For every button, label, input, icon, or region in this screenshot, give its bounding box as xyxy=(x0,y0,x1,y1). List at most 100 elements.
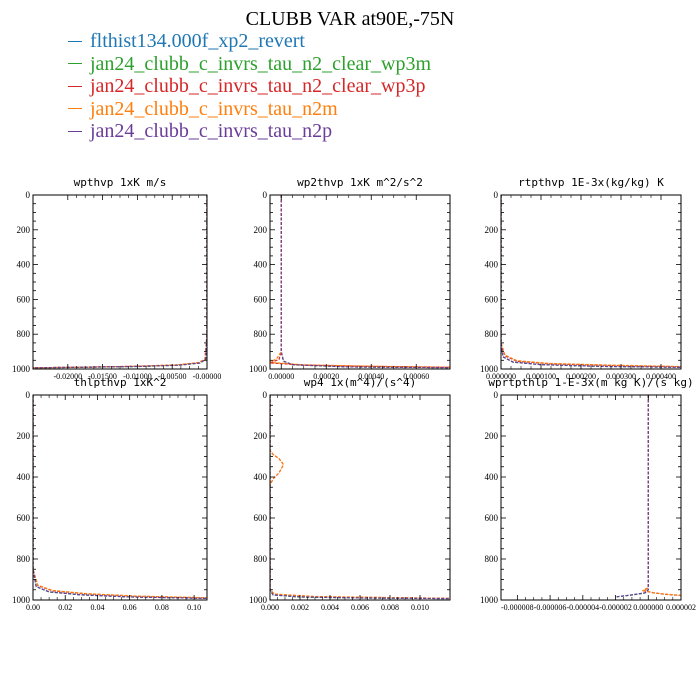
x-tick-label: -0.00000 xyxy=(193,372,222,381)
series-line xyxy=(33,395,207,599)
legend-swatch xyxy=(68,108,82,110)
x-tick-label: 0.006 xyxy=(351,603,369,612)
y-tick-label: 600 xyxy=(485,294,499,304)
y-tick-label: 1000 xyxy=(12,595,31,605)
x-tick-label: 0.000200 xyxy=(566,372,596,381)
series-line xyxy=(615,395,649,598)
series-line xyxy=(270,395,450,599)
legend-item: flthist134.000f_xp2_revert xyxy=(68,30,431,53)
x-tick-label: 0.000 xyxy=(261,603,279,612)
series-line xyxy=(270,395,450,599)
chart-title: CLUBB VAR at90E,-75N xyxy=(245,8,455,30)
y-tick-label: 200 xyxy=(17,225,31,235)
y-tick-label: 200 xyxy=(254,225,268,235)
y-tick-label: 0 xyxy=(26,390,31,400)
axes-frame xyxy=(269,394,451,601)
series-line xyxy=(270,395,450,600)
x-tick-label: 0.000002 xyxy=(666,603,696,612)
series-line xyxy=(270,195,450,368)
x-tick-label: -0.01500 xyxy=(88,372,117,381)
panel-title: wpthvp 1xK m/s xyxy=(74,176,167,189)
x-tick-label: 0.06 xyxy=(123,603,137,612)
y-tick-label: 400 xyxy=(17,472,31,482)
series-group xyxy=(270,395,450,600)
series-line xyxy=(33,195,207,369)
x-tick-label: 0.000100 xyxy=(526,372,556,381)
legend-label: jan24_clubb_c_invrs_tau_n2p xyxy=(90,120,333,142)
y-tick-label: 400 xyxy=(254,472,268,482)
y-tick-label: 600 xyxy=(254,513,268,523)
y-tick-label: 400 xyxy=(485,472,499,482)
x-tick-label: -0.02000 xyxy=(53,372,82,381)
x-tick-label: -0.000008 xyxy=(501,603,534,612)
legend-swatch xyxy=(68,40,82,42)
x-tick-label: -0.000006 xyxy=(534,603,567,612)
x-tick-label: 0.000300 xyxy=(606,372,636,381)
x-tick-label: 0.00020 xyxy=(313,372,339,381)
x-tick-label: 0.10 xyxy=(187,603,201,612)
x-tick-label: 0.000000 xyxy=(633,603,663,612)
series-line xyxy=(33,195,207,369)
series-line xyxy=(615,395,649,598)
series-line xyxy=(501,195,681,368)
y-tick-label: 0 xyxy=(494,390,499,400)
axes-frame xyxy=(500,394,682,601)
series-line xyxy=(33,395,207,599)
y-tick-label: 200 xyxy=(17,431,31,441)
y-tick-label: 0 xyxy=(26,190,31,200)
x-tick-label: 0.010 xyxy=(411,603,429,612)
series-group xyxy=(270,195,450,369)
x-tick-label: 0.008 xyxy=(381,603,399,612)
series-group xyxy=(501,195,681,368)
y-tick-label: 1000 xyxy=(249,364,268,374)
series-line xyxy=(33,195,207,369)
x-tick-label: 0.000400 xyxy=(646,372,676,381)
series-line xyxy=(33,195,207,369)
series-line xyxy=(280,195,450,369)
legend-swatch xyxy=(68,130,82,132)
axes-frame xyxy=(32,394,208,601)
y-tick-label: 200 xyxy=(485,431,499,441)
x-tick-label: 0.00 xyxy=(26,603,40,612)
x-tick-label: 0.002 xyxy=(291,603,309,612)
x-tick-label: 0.00040 xyxy=(358,372,384,381)
series-line xyxy=(33,395,207,599)
series-line xyxy=(615,395,649,598)
legend-label: flthist134.000f_xp2_revert xyxy=(90,30,305,52)
y-tick-label: 800 xyxy=(254,329,268,339)
x-tick-label: 0.00060 xyxy=(403,372,429,381)
x-tick-label: -0.01000 xyxy=(123,372,152,381)
series-line xyxy=(501,195,681,368)
y-tick-label: 600 xyxy=(254,294,268,304)
axes-frame xyxy=(500,194,682,370)
series-line xyxy=(33,195,207,369)
y-tick-label: 800 xyxy=(485,329,499,339)
series-line xyxy=(270,195,450,368)
panel-title: wp2thvp 1xK m^2/s^2 xyxy=(297,176,423,189)
panel-title: thlpthvp 1xK^2 xyxy=(74,376,167,389)
panel: wpthvp 1xK m/s02004006008001000-0.02000-… xyxy=(12,176,221,381)
y-tick-label: 1000 xyxy=(480,364,499,374)
legend-swatch xyxy=(68,63,82,65)
x-tick-label: -0.00500 xyxy=(158,372,187,381)
legend-label: jan24_clubb_c_invrs_tau_n2m xyxy=(90,97,338,120)
series-line xyxy=(641,395,681,596)
x-tick-label: -0.000002 xyxy=(599,603,632,612)
y-tick-label: 800 xyxy=(17,329,31,339)
y-tick-label: 800 xyxy=(17,554,31,564)
legend-label: jan24_clubb_c_invrs_tau_n2_clear_wp3m xyxy=(90,52,432,75)
panel: wp2thvp 1xK m^2/s^2020040060080010000.00… xyxy=(249,176,451,381)
y-tick-label: 800 xyxy=(254,554,268,564)
x-tick-label: 0.08 xyxy=(155,603,169,612)
x-tick-label: 0.004 xyxy=(321,603,339,612)
y-tick-label: 1000 xyxy=(249,595,268,605)
panel: rtpthvp 1E-3x(kg/kg) K020040060080010000… xyxy=(480,176,682,381)
y-tick-label: 1000 xyxy=(12,364,31,374)
series-group xyxy=(33,395,207,599)
y-tick-label: 600 xyxy=(17,294,31,304)
panel: wprtpthlp 1-E-3x(m kg K)/(s kg)0 200 400 60… xyxy=(480,376,696,612)
y-tick-label: 200 xyxy=(254,431,268,441)
